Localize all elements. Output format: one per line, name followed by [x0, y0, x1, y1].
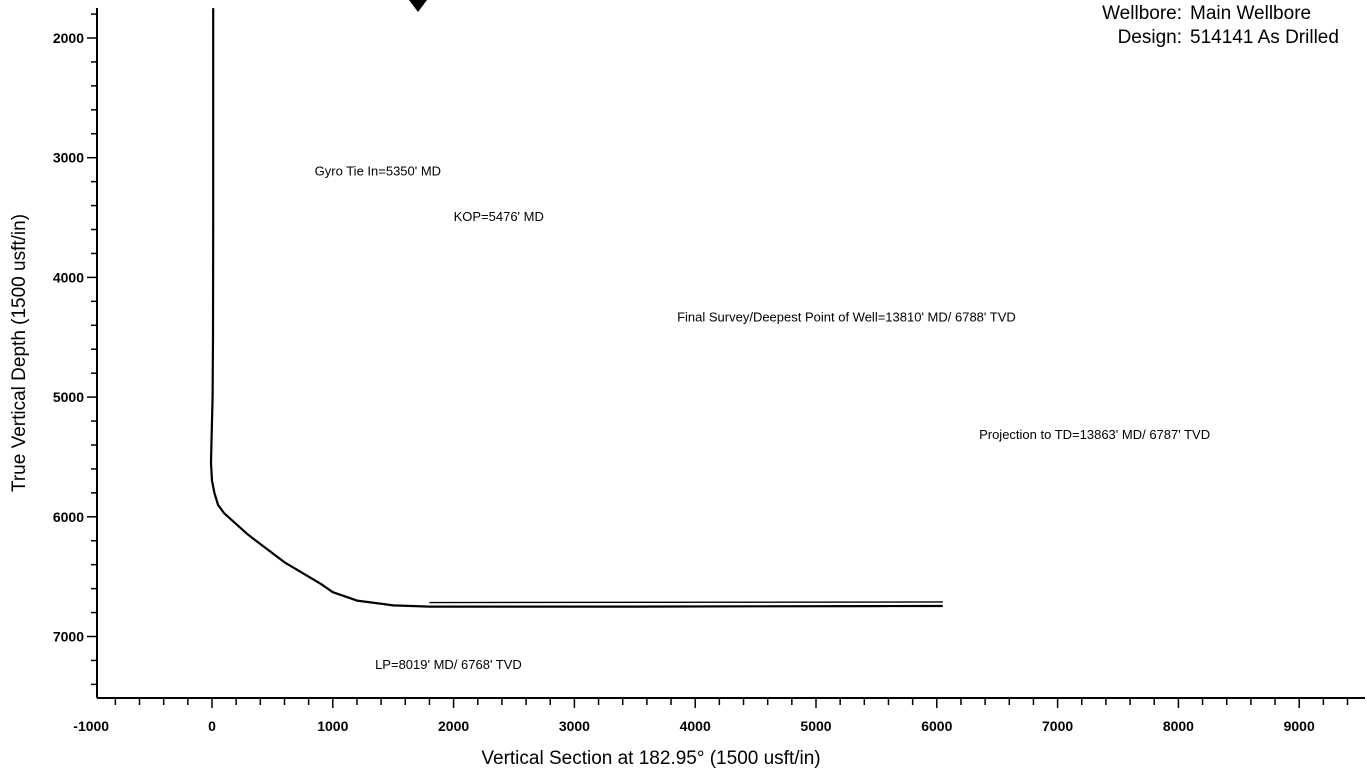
annotations: Gyro Tie In=5350' MD KOP=5476' MD Final Su…	[315, 164, 1210, 672]
wellbore-path-line	[209, 8, 943, 608]
y-tick-label: 5000	[53, 389, 84, 405]
annotation-label: LP=8019' MD/ 6768' TVD	[375, 657, 522, 672]
y-tick-label: 2000	[53, 30, 84, 46]
wellbore-row: Wellbore: Main Wellbore	[1102, 2, 1355, 26]
x-tick-label: -1000	[73, 718, 109, 734]
x-axis-label: Vertical Section at 182.95° (1500 usft/i…	[481, 748, 820, 769]
x-tick-label: 5000	[800, 718, 831, 734]
design-row: Design: 514141 As Drilled	[1102, 26, 1355, 50]
design-label: Design:	[1117, 27, 1182, 48]
wellbore-path-line-upper	[429, 601, 943, 604]
annotation-label: KOP=5476' MD	[454, 209, 544, 224]
x-tick-label: 7000	[1042, 718, 1073, 734]
x-tick-label: 0	[208, 718, 216, 734]
well-header: Wellbore: Main Wellbore Design: 514141 A…	[1102, 2, 1355, 50]
x-tick-label: 3000	[559, 718, 590, 734]
y-tick-label: 7000	[53, 629, 84, 645]
y-tick-label: 3000	[53, 150, 84, 166]
x-tick-label: 6000	[921, 718, 952, 734]
x-tick-label: 8000	[1163, 718, 1194, 734]
y-tick-label: 4000	[53, 269, 84, 285]
x-tick-label: 1000	[317, 718, 348, 734]
chart-ticks: -1000 0 1000 2000 3000 4000 5000 6000 7000 8000 90…	[53, 13, 1349, 734]
x-tick-label: 9000	[1284, 718, 1315, 734]
y-axis-label: True Vertical Depth (1500 usft/in)	[9, 214, 30, 492]
north-marker-icon	[409, 0, 427, 12]
y-tick-label: 6000	[53, 509, 84, 525]
wellbore-label: Wellbore:	[1102, 3, 1182, 24]
design-value: 514141 As Drilled	[1190, 27, 1339, 48]
plot-area	[209, 8, 943, 608]
annotation-label: Projection to TD=13863' MD/ 6787' TVD	[979, 427, 1210, 442]
chart-axes	[96, 8, 1365, 699]
annotation-label: Final Survey/Deepest Point of Well=13810…	[677, 310, 1016, 325]
annotation-label: Gyro Tie In=5350' MD	[315, 164, 441, 179]
x-tick-label: 4000	[680, 718, 711, 734]
x-tick-label: 2000	[438, 718, 469, 734]
wellbore-value: Main Wellbore	[1190, 3, 1312, 24]
